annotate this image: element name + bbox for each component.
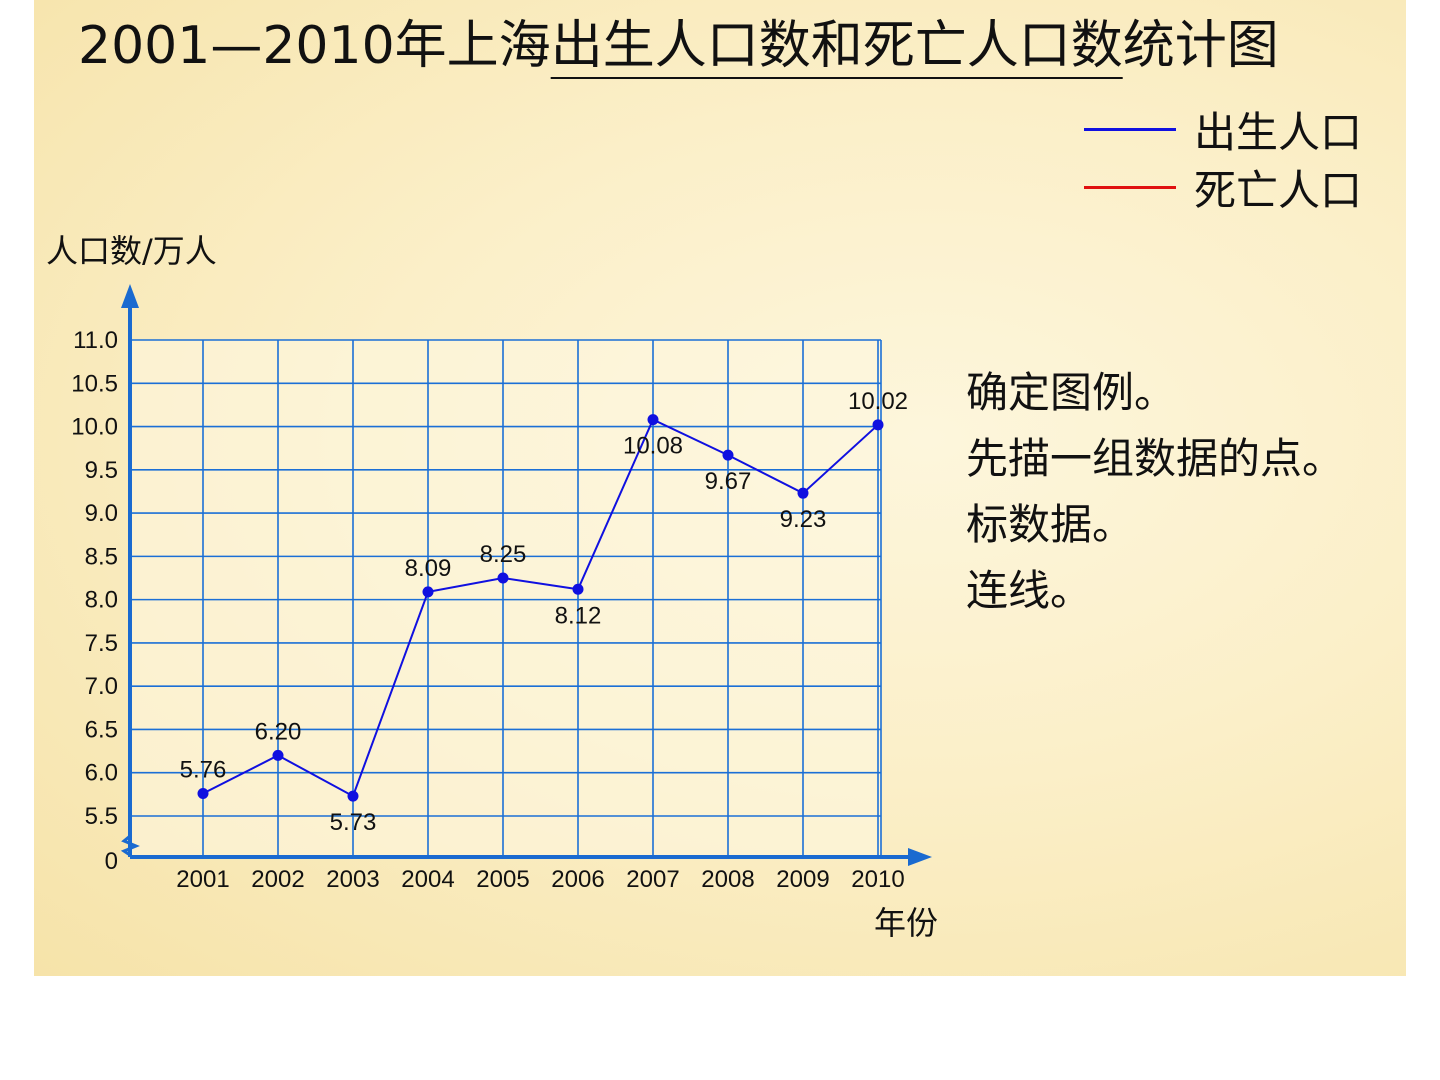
legend-label-deaths: 死亡人口 xyxy=(1194,165,1363,215)
data-point-2009 xyxy=(797,487,809,499)
title-suffix: 统计图 xyxy=(1122,16,1279,76)
data-point-2006 xyxy=(572,583,584,595)
note-3: 标数据。 xyxy=(966,500,1135,549)
x-tick-label-2003: 2003 xyxy=(326,866,379,893)
data-point-2003 xyxy=(347,790,359,802)
note-2: 先描一组数据的点。 xyxy=(966,434,1345,483)
title-prefix: 2001—2010年上海 xyxy=(78,16,551,76)
data-label-2006: 8.12 xyxy=(555,602,602,629)
data-point-2005 xyxy=(497,572,509,584)
y-tick-label-10: 6.0 xyxy=(85,760,118,787)
plot-area xyxy=(130,340,881,857)
data-point-2002 xyxy=(272,749,284,761)
note-4: 连线。 xyxy=(966,566,1093,615)
x-tick-label-2005: 2005 xyxy=(476,866,529,893)
x-tick-label-2008: 2008 xyxy=(701,866,754,893)
y-tick-label-2: 10.0 xyxy=(71,414,118,441)
page-title: 2001—2010年上海出生人口数和死亡人口数统计图 xyxy=(78,14,1279,78)
y-tick-label-9: 6.5 xyxy=(85,716,118,743)
x-tick-label-2004: 2004 xyxy=(401,866,454,893)
series-line-0 xyxy=(202,418,879,798)
data-point-2001 xyxy=(197,787,209,799)
data-point-2004 xyxy=(422,586,434,598)
title-underlined: 出生人口数和死亡人口数 xyxy=(550,16,1123,76)
data-label-2007: 10.08 xyxy=(623,433,683,460)
x-tick-label-2006: 2006 xyxy=(551,866,604,893)
data-label-2010: 10.02 xyxy=(848,388,908,415)
legend-item-births: 出生人口 xyxy=(1084,100,1362,158)
y-tick-label-11: 5.5 xyxy=(85,803,118,830)
x-tick-label-2001: 2001 xyxy=(176,866,229,893)
data-label-2003: 5.73 xyxy=(330,809,377,836)
y-axis-arrow xyxy=(121,284,139,308)
y-tick-label-7: 7.5 xyxy=(85,630,118,657)
data-label-2008: 9.67 xyxy=(705,468,752,495)
data-label-2009: 9.23 xyxy=(780,506,827,533)
line-chart: 11.0 10.5 10.0 9.5 9.0 8.5 8.0 7.5 7.0 6.5 6.0 5.5 0… xyxy=(71,284,932,893)
note-1: 确定图例。 xyxy=(966,368,1177,417)
x-tick-label-2007: 2007 xyxy=(626,866,679,893)
y-tick-label-0: 11.0 xyxy=(73,327,118,354)
data-label-2005: 8.25 xyxy=(480,541,527,568)
slide: 2001—2010年上海出生人口数和死亡人口数统计图 出生人口 死亡人口 人口数… xyxy=(34,0,1406,976)
legend-line-births xyxy=(1084,127,1176,131)
legend-line-deaths xyxy=(1084,185,1176,189)
data-point-2010 xyxy=(872,419,884,431)
y-tick-label-4: 9.0 xyxy=(85,500,118,527)
y-axis-break xyxy=(120,834,140,857)
data-label-2002: 6.20 xyxy=(255,718,302,745)
y-tick-label-5: 8.5 xyxy=(85,543,118,570)
data-point-2007 xyxy=(647,414,659,426)
data-point-2008 xyxy=(722,449,734,461)
y-tick-label-1: 10.5 xyxy=(71,370,118,397)
y-tick-label-8: 7.0 xyxy=(85,673,118,700)
y-axis-label: 人口数/万人 xyxy=(46,232,217,270)
legend: 出生人口 死亡人口 xyxy=(1084,100,1362,216)
instruction-notes: 确定图例。 先描一组数据的点。 标数据。 连线。 xyxy=(966,360,1344,624)
data-label-2004: 8.09 xyxy=(405,555,452,582)
y-tick-label-3: 9.5 xyxy=(85,457,118,484)
x-tick-label-2002: 2002 xyxy=(251,866,304,893)
legend-label-births: 出生人口 xyxy=(1194,107,1363,157)
x-tick-label-2010: 2010 xyxy=(851,866,904,893)
x-axis-arrow xyxy=(908,848,932,866)
y-tick-label-12: 0 xyxy=(105,848,118,875)
x-tick-label-2009: 2009 xyxy=(776,866,829,893)
y-tick-label-6: 8.0 xyxy=(85,587,118,614)
legend-item-deaths: 死亡人口 xyxy=(1084,158,1362,216)
data-label-2001: 5.76 xyxy=(180,756,227,783)
x-axis-label: 年份 xyxy=(874,904,939,942)
